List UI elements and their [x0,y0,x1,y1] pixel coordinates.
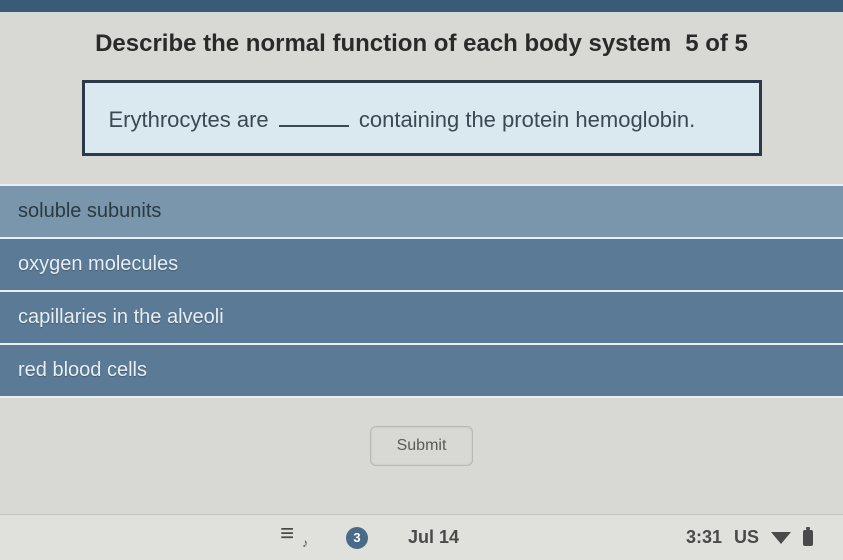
status-time: 3:31 [686,527,722,548]
notification-badge[interactable]: 3 [346,527,368,549]
quiz-screen: Describe the normal function of each bod… [0,0,843,560]
question-suffix: containing the protein hemoglobin. [359,107,695,132]
status-right: 3:31 US [686,527,813,548]
playlist-icon[interactable] [280,528,306,548]
option-label: capillaries in the alveoli [18,306,224,328]
option-oxygen-molecules[interactable]: oxygen molecules [0,237,843,290]
progress-count: 5 of 5 [685,30,748,58]
submit-row: Submit [0,398,843,486]
fill-blank[interactable] [279,103,349,127]
option-capillaries-alveoli[interactable]: capillaries in the alveoli [0,290,843,343]
question-prefix: Erythrocytes are [109,107,269,132]
option-label: oxygen molecules [18,253,178,275]
question-box: Erythrocytes are containing the protein … [82,80,762,156]
status-bar: 3 Jul 14 3:31 US [0,514,843,560]
status-date: Jul 14 [408,527,459,548]
option-label: red blood cells [18,359,147,381]
option-soluble-subunits[interactable]: soluble subunits [0,184,843,237]
option-red-blood-cells[interactable]: red blood cells [0,343,843,396]
options-list: soluble subunits oxygen molecules capill… [0,184,843,398]
header-row: Describe the normal function of each bod… [0,12,843,80]
status-locale: US [734,527,759,548]
battery-icon [803,530,813,546]
option-label: soluble subunits [18,200,161,222]
wifi-icon [771,532,791,544]
top-bar-strip [0,0,843,12]
submit-button[interactable]: Submit [370,426,474,466]
page-title: Describe the normal function of each bod… [95,30,671,58]
